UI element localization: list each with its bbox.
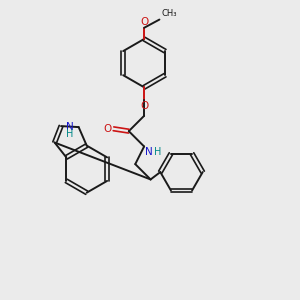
Text: O: O (140, 16, 148, 27)
Text: N: N (145, 147, 152, 157)
Text: O: O (140, 101, 148, 111)
Text: H: H (66, 129, 74, 139)
Text: H: H (154, 147, 161, 157)
Text: N: N (66, 122, 74, 132)
Text: O: O (103, 124, 112, 134)
Text: CH₃: CH₃ (161, 9, 177, 18)
